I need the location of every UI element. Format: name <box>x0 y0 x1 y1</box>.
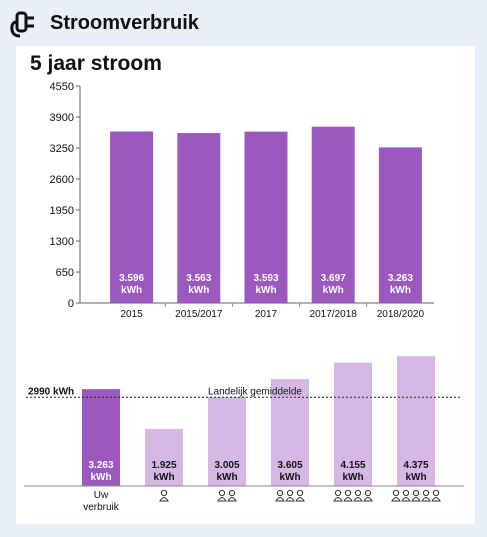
bar-unit-label: kWh <box>90 472 111 483</box>
bar-unit-label: kWh <box>405 472 426 483</box>
person-icon <box>218 489 226 497</box>
chart-card: 5 jaar stroom 0 650 1300 1950 2600 3250 3900 45… <box>16 46 475 524</box>
bar-value-label: 1.925 <box>151 460 176 471</box>
person-icon <box>296 489 304 497</box>
y-tick-label: 3900 <box>50 112 74 124</box>
person-icon <box>228 489 236 497</box>
chart-yearly-usage: 06501300195026003250390045503.596kWh2015… <box>50 81 434 320</box>
chart-title: 5 jaar stroom <box>30 52 162 75</box>
bar-value-label: 3.697 <box>321 273 346 284</box>
person-icon <box>286 489 294 497</box>
person-icon-body <box>285 497 295 502</box>
x-tick-label: 2017 <box>255 309 278 320</box>
person-icon <box>344 489 352 497</box>
person-icon-body <box>401 497 411 502</box>
x-tick-label: verbruik <box>83 502 120 513</box>
person-icon <box>412 489 420 497</box>
page-title: Stroomverbruik <box>50 11 199 34</box>
x-tick-label: 2015 <box>120 309 143 320</box>
x-tick-label: 2018/2020 <box>377 309 425 320</box>
y-tick-label: 1950 <box>50 205 74 217</box>
bar-value-label: 3.593 <box>253 273 278 284</box>
bar-value-label: 3.005 <box>214 460 239 471</box>
bar-value-label: 3.605 <box>277 460 302 471</box>
bar-unit-label: kWh <box>323 285 344 296</box>
bar-unit-label: kWh <box>390 285 411 296</box>
person-icon-body <box>353 497 363 502</box>
person-icon-body <box>411 497 421 502</box>
bar-unit-label: kWh <box>188 285 209 296</box>
bar-value-label: 4.155 <box>340 460 365 471</box>
bar-unit-label: kWh <box>279 472 300 483</box>
bar <box>177 133 221 303</box>
person-icon <box>354 489 362 497</box>
y-tick-label: 0 <box>68 298 74 310</box>
page-header: Stroomverbruik <box>10 8 199 38</box>
reference-label: Landelijk gemiddelde <box>208 386 302 397</box>
person-icon-body <box>391 497 401 502</box>
person-icon-body <box>227 497 237 502</box>
bar-value-label: 3.596 <box>119 273 144 284</box>
bar <box>378 147 422 303</box>
person-icons: 4 personen <box>333 489 373 502</box>
person-icon-body <box>217 497 227 502</box>
y-tick-label: 650 <box>56 267 74 279</box>
y-tick-label: 4550 <box>50 81 74 93</box>
person-icon <box>422 489 430 497</box>
bar <box>145 428 183 486</box>
person-icon-body <box>343 497 353 502</box>
person-icon <box>392 489 400 497</box>
bar <box>110 131 154 303</box>
person-icon-body <box>421 497 431 502</box>
bar <box>208 396 246 486</box>
bar <box>397 356 435 486</box>
x-tick-label: 2015/2017 <box>175 309 223 320</box>
reference-value-label: 2990 kWh <box>28 386 74 397</box>
bar <box>82 389 120 486</box>
person-icon <box>402 489 410 497</box>
plug-icon <box>10 11 34 38</box>
person-icon-body <box>295 497 305 502</box>
bar <box>311 126 355 303</box>
bar-unit-label: kWh <box>153 472 174 483</box>
person-icon-body <box>431 497 441 502</box>
person-icon-body <box>333 497 343 502</box>
person-icons: 3 personen <box>275 489 305 502</box>
bar <box>244 131 288 303</box>
person-icon <box>276 489 284 497</box>
bar-value-label: 3.263 <box>88 460 113 471</box>
person-icon-body <box>363 497 373 502</box>
x-tick-label: Uw <box>94 490 109 501</box>
person-icon-body <box>159 497 169 502</box>
y-tick-label: 3250 <box>50 143 74 155</box>
x-tick-label: 2017/2018 <box>310 309 358 320</box>
person-icon <box>160 489 168 497</box>
person-icon <box>432 489 440 497</box>
person-icon-body <box>275 497 285 502</box>
person-icon <box>334 489 342 497</box>
person-icons: 1 persoon <box>159 489 169 502</box>
bar-unit-label: kWh <box>121 285 142 296</box>
person-icons: 5 personen <box>391 489 441 502</box>
bar-value-label: 4.375 <box>403 460 428 471</box>
bar-unit-label: kWh <box>342 472 363 483</box>
person-icons: 2 personen <box>217 489 237 502</box>
bar <box>334 362 372 486</box>
person-icon <box>364 489 372 497</box>
bar-value-label: 3.263 <box>388 273 413 284</box>
y-tick-label: 1300 <box>50 236 74 248</box>
bar-value-label: 3.563 <box>186 273 211 284</box>
y-tick-label: 2600 <box>50 174 74 186</box>
bar-unit-label: kWh <box>255 285 276 296</box>
bar-unit-label: kWh <box>216 472 237 483</box>
